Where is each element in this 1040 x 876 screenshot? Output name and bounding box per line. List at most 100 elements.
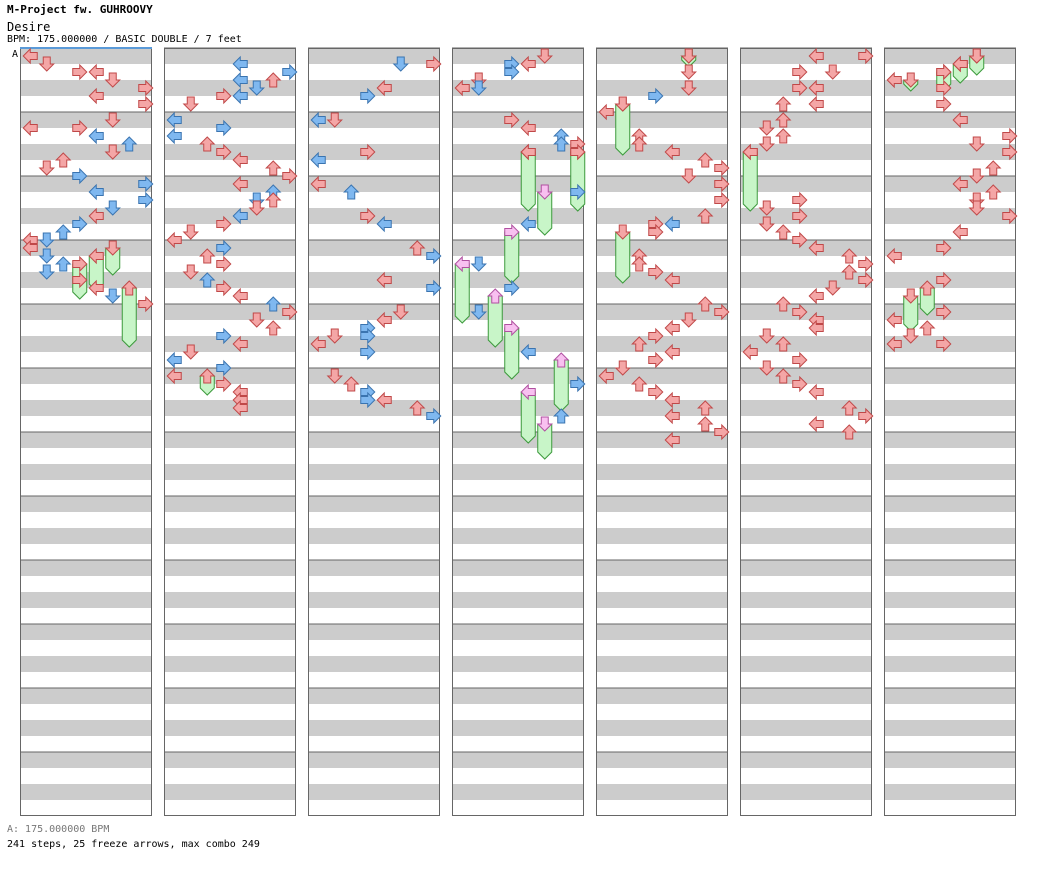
beat-band (20, 688, 152, 704)
freeze-head-left-arrow-icon (88, 247, 104, 265)
beat-band (308, 80, 440, 96)
beat-band (596, 80, 728, 96)
step-right-arrow-icon (216, 375, 232, 393)
step-right-arrow-icon (426, 279, 442, 297)
step-left-arrow-icon (232, 207, 248, 225)
freeze-head-down-arrow-icon (902, 72, 919, 88)
step-up-arrow-icon (919, 320, 936, 336)
step-right-arrow-icon (282, 167, 298, 185)
step-right-arrow-icon (360, 207, 376, 225)
beat-band (308, 560, 440, 576)
freeze-hold-body (520, 151, 536, 212)
step-right-arrow-icon (1002, 127, 1018, 145)
freeze-arrow (104, 240, 121, 276)
step-up-arrow-icon (697, 416, 714, 432)
beat-band (740, 48, 872, 64)
beat-band (164, 176, 296, 192)
step-up-arrow-icon (775, 224, 792, 240)
step-left-arrow-icon (232, 287, 248, 305)
step-down-arrow-icon (470, 256, 487, 272)
freeze-head-up-arrow-icon (553, 352, 570, 368)
step-left-arrow-icon (808, 79, 824, 97)
step-right-arrow-icon (570, 143, 586, 161)
step-up-arrow-icon (343, 184, 360, 200)
beat-band (452, 208, 584, 224)
beat-band (452, 272, 584, 288)
step-left-arrow-icon (952, 55, 968, 73)
beat-band (20, 176, 152, 192)
step-right-arrow-icon (216, 87, 232, 105)
step-left-arrow-icon (166, 351, 182, 369)
freeze-hold-body (121, 287, 137, 348)
beat-band (596, 208, 728, 224)
beat-band (884, 208, 1016, 224)
song-artist: M-Project fw. GUHROOVY (7, 3, 153, 16)
beat-band (164, 592, 296, 608)
step-down-arrow-icon (38, 56, 55, 72)
step-right-arrow-icon (360, 391, 376, 409)
freeze-head-up-arrow-icon (919, 280, 936, 296)
step-down-arrow-icon (248, 312, 265, 328)
beat-band (596, 656, 728, 672)
beat-band (740, 240, 872, 256)
step-right-arrow-icon (714, 423, 730, 441)
step-right-arrow-icon (858, 407, 874, 425)
freeze-arrow (902, 72, 919, 92)
beat-band (740, 496, 872, 512)
freeze-arrow (199, 368, 216, 396)
freeze-arrow (504, 223, 520, 284)
step-up-arrow-icon (409, 240, 426, 256)
step-right-arrow-icon (138, 191, 154, 209)
beat-band (596, 784, 728, 800)
step-up-arrow-icon (775, 112, 792, 128)
step-down-arrow-icon (824, 64, 841, 80)
beat-band (308, 464, 440, 480)
step-left-arrow-icon (376, 215, 392, 233)
step-down-arrow-icon (680, 80, 697, 96)
step-down-arrow-icon (326, 112, 343, 128)
step-left-arrow-icon (232, 55, 248, 73)
step-left-arrow-icon (232, 335, 248, 353)
beat-band (740, 592, 872, 608)
beat-band (20, 720, 152, 736)
beat-band (740, 560, 872, 576)
beat-band (884, 720, 1016, 736)
step-left-arrow-icon (232, 71, 248, 89)
step-right-arrow-icon (216, 119, 232, 137)
beat-band (20, 208, 152, 224)
step-down-arrow-icon (680, 168, 697, 184)
beat-band (164, 80, 296, 96)
step-right-arrow-icon (426, 407, 442, 425)
chart-column (884, 47, 1016, 816)
beat-band (164, 624, 296, 640)
step-right-arrow-icon (216, 279, 232, 297)
beat-band (308, 240, 440, 256)
beat-band (308, 176, 440, 192)
step-up-arrow-icon (631, 256, 648, 272)
beat-band (20, 560, 152, 576)
beat-band (20, 80, 152, 96)
step-left-arrow-icon (664, 431, 680, 449)
step-left-arrow-icon (952, 111, 968, 129)
step-right-arrow-icon (714, 159, 730, 177)
step-up-arrow-icon (55, 224, 72, 240)
step-left-arrow-icon (166, 111, 182, 129)
beat-band (596, 752, 728, 768)
step-down-arrow-icon (104, 200, 121, 216)
beat-band (308, 784, 440, 800)
step-down-arrow-icon (902, 328, 919, 344)
step-right-arrow-icon (936, 239, 952, 257)
column-border (740, 48, 872, 816)
beat-band (884, 784, 1016, 800)
step-up-arrow-icon (841, 400, 858, 416)
step-up-arrow-icon (199, 272, 216, 288)
step-left-arrow-icon (310, 335, 326, 353)
beat-band (740, 688, 872, 704)
beat-band (452, 688, 584, 704)
beat-band (308, 272, 440, 288)
step-left-arrow-icon (886, 71, 902, 89)
chart-stats: 241 steps, 25 freeze arrows, max combo 2… (7, 839, 260, 850)
beat-band (740, 656, 872, 672)
freeze-arrow (487, 288, 504, 348)
step-down-arrow-icon (680, 64, 697, 80)
